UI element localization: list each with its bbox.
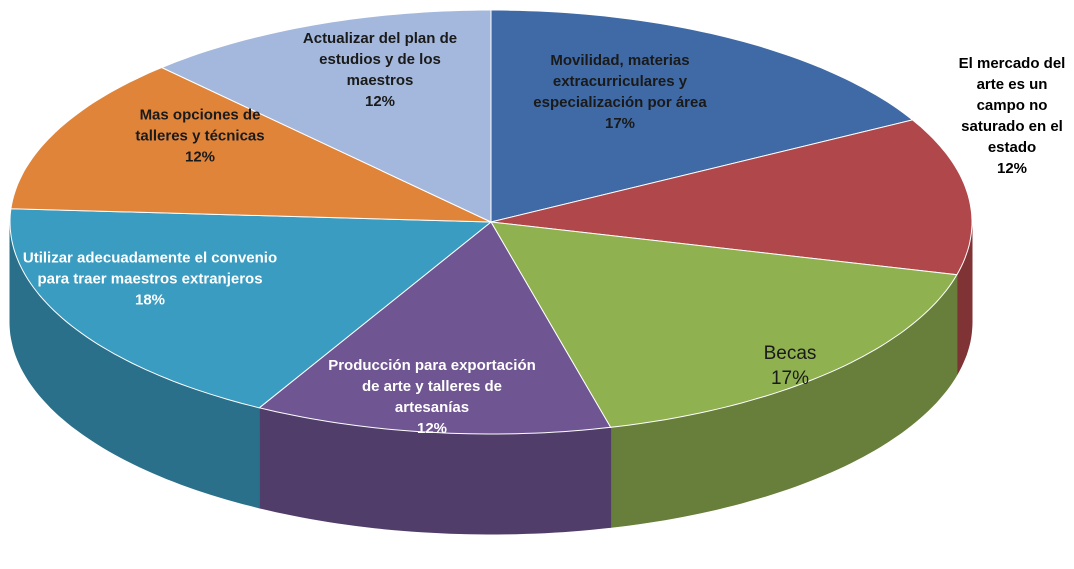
slice-label: El mercado del arte es un campo no satur… (952, 53, 1072, 179)
category-label: Mas opciones de talleres y técnicas (135, 106, 265, 145)
value-label: 18% (134, 291, 166, 309)
pie-slice (258, 221, 612, 435)
pie-slice (490, 119, 973, 276)
value-label: 17% (770, 368, 810, 389)
slice-label: Producción para exportación de arte y ta… (327, 355, 537, 439)
slice-label: Becas 17% (730, 341, 850, 391)
category-label: Movilidad, materias extracurriculares y … (533, 52, 707, 111)
category-label: Actualizar del plan de estudios y de los… (302, 30, 458, 89)
pie-slice (490, 9, 914, 223)
value-label: 17% (604, 115, 636, 132)
slice-label: Movilidad, materias extracurriculares y … (510, 50, 730, 134)
value-label: 12% (996, 160, 1028, 177)
category-label: Producción para exportación de arte y ta… (328, 357, 536, 416)
pie-slice (490, 221, 958, 428)
category-label: Becas (763, 343, 817, 364)
value-label: 12% (416, 420, 448, 437)
slice-label: Actualizar del plan de estudios y de los… (285, 28, 475, 112)
slice-label: Utilizar adecuadamente el convenio para … (15, 248, 285, 311)
category-label: El mercado del arte es un campo no satur… (958, 55, 1066, 156)
pie-slice (9, 208, 493, 409)
value-label: 12% (184, 148, 216, 166)
slice-label: Mas opciones de talleres y técnicas 12% (115, 105, 285, 168)
pie-slice (160, 9, 492, 223)
category-label: Utilizar adecuadamente el convenio para … (22, 249, 278, 288)
pie-slice (10, 66, 492, 223)
value-label: 12% (364, 93, 396, 110)
